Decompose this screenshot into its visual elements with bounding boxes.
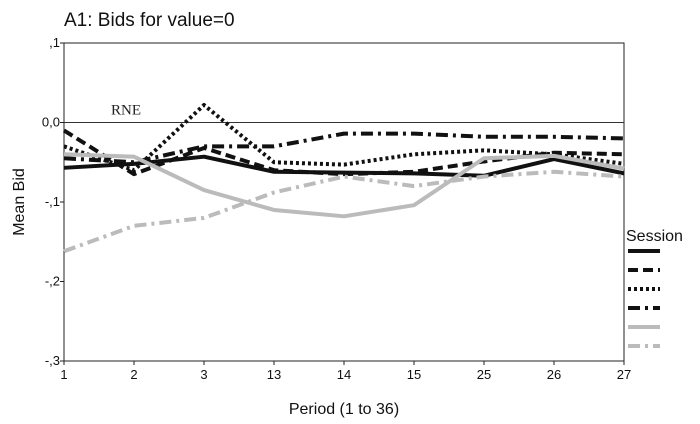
series-line-6 <box>63 169 625 254</box>
y-tick-label: ,1 <box>49 35 60 50</box>
series-line-4 <box>63 131 625 165</box>
x-axis: 1 2 3 13 14 15 25 26 27 <box>60 361 631 382</box>
y-axis: ,1 0,0 -,1 -,2 -,3 <box>42 35 64 368</box>
x-axis-title: Period (1 to 36) <box>289 401 399 418</box>
x-tick-label: 14 <box>337 367 351 382</box>
series-lines <box>62 103 625 254</box>
y-axis-title: Mean Bid <box>11 168 28 236</box>
x-tick-label: 1 <box>60 367 67 382</box>
y-tick-label: 0,0 <box>42 115 60 130</box>
rne-label: RNE <box>111 103 141 119</box>
y-tick-label: -,3 <box>45 353 60 368</box>
x-tick-label: 15 <box>407 367 421 382</box>
x-tick-label: 25 <box>477 367 491 382</box>
x-tick-label: 27 <box>617 367 631 382</box>
chart-title: A1: Bids for value=0 <box>64 10 235 31</box>
x-tick-label: 26 <box>547 367 561 382</box>
x-tick-label: 2 <box>130 367 137 382</box>
x-tick-label: 13 <box>267 367 281 382</box>
y-tick-label: -,1 <box>45 194 60 209</box>
legend-title: Session <box>626 228 683 245</box>
rne-reference: RNE <box>64 103 624 123</box>
plot-area-frame <box>63 42 625 362</box>
series-line-5 <box>63 152 625 219</box>
legend: Session <box>626 228 683 348</box>
series-line-3 <box>63 103 625 173</box>
y-tick-label: -,2 <box>45 274 60 289</box>
x-tick-label: 3 <box>200 367 207 382</box>
